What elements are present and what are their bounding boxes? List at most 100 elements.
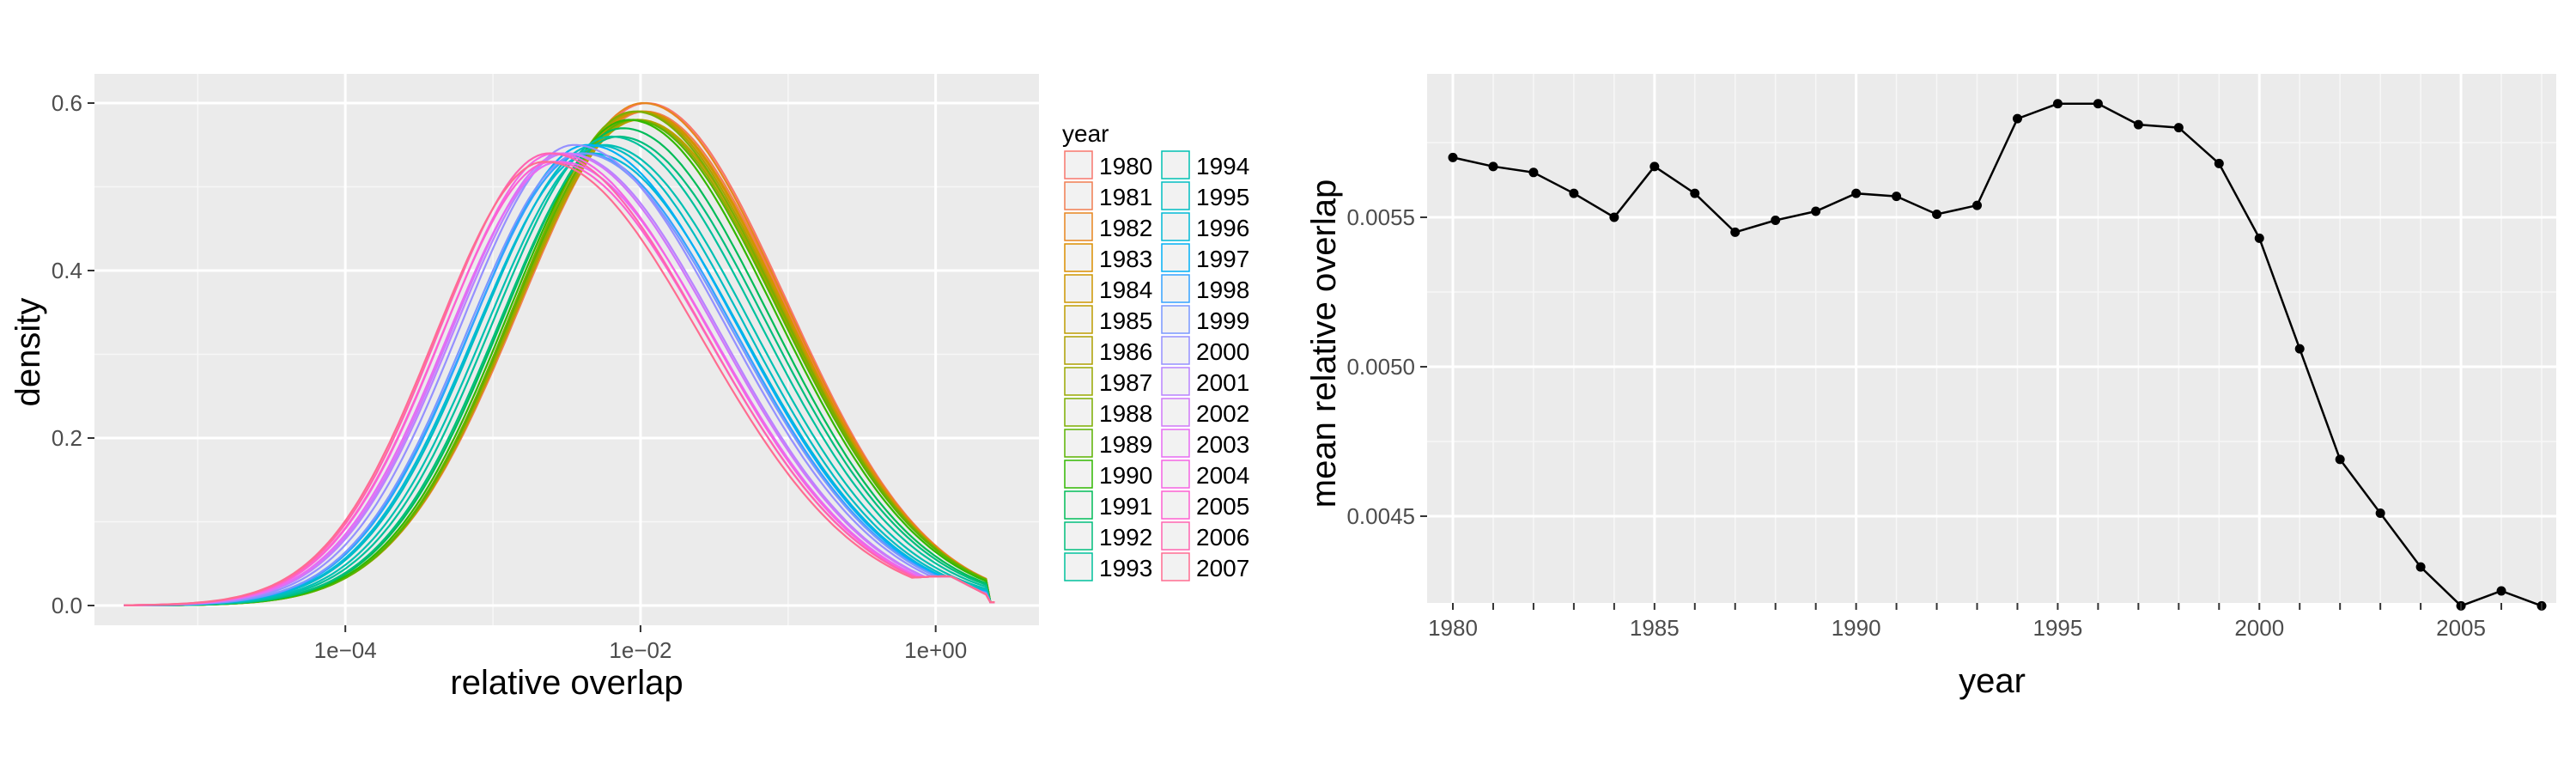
density-x-tick-label: 1e+00	[904, 637, 967, 663]
legend-key-2004	[1162, 460, 1189, 488]
legend-label-2004: 2004	[1196, 462, 1249, 489]
mean-point-1995	[2053, 99, 2063, 108]
legend-key-2007	[1162, 553, 1189, 581]
legend-label-1984: 1984	[1099, 277, 1152, 303]
legend-key-1986	[1065, 337, 1092, 364]
mean-point-1996	[2093, 99, 2103, 108]
legend-key-1992	[1065, 522, 1092, 550]
legend-label-1983: 1983	[1099, 246, 1152, 272]
mean-point-1999	[2215, 159, 2224, 168]
mean-point-1981	[1488, 161, 1498, 171]
mean-point-1997	[2134, 120, 2143, 130]
density-x-tick-label: 1e−02	[609, 637, 671, 663]
legend-key-1983	[1065, 244, 1092, 271]
legend-label-2000: 2000	[1196, 338, 1249, 365]
mean-point-1993	[1972, 201, 1982, 210]
mean-x-tick-label: 2005	[2436, 615, 2486, 641]
mean-point-2001	[2295, 344, 2305, 354]
mean-point-1987	[1730, 228, 1740, 237]
legend-key-1984	[1065, 275, 1092, 302]
mean-y-axis-title: mean relative overlap	[1305, 180, 1343, 508]
legend-key-1985	[1065, 306, 1092, 333]
mean-x-tick-label: 1995	[2033, 615, 2083, 641]
legend-label-1990: 1990	[1099, 462, 1152, 489]
legend-label-1989: 1989	[1099, 431, 1152, 458]
density-y-tick-label: 0.4	[52, 258, 82, 283]
mean-x-tick-label: 1980	[1428, 615, 1478, 641]
legend-label-1985: 1985	[1099, 307, 1152, 334]
legend-key-1989	[1065, 429, 1092, 457]
mean-point-2003	[2376, 508, 2385, 518]
mean-point-1991	[1892, 192, 1901, 201]
mean-point-1988	[1771, 216, 1780, 225]
legend-label-1980: 1980	[1099, 153, 1152, 180]
density-x-axis-title: relative overlap	[450, 664, 683, 702]
legend-key-1997	[1162, 244, 1189, 271]
legend-key-1995	[1162, 182, 1189, 210]
mean-point-1998	[2174, 123, 2184, 132]
legend-label-1997: 1997	[1196, 246, 1249, 272]
density-y-tick-label: 0.0	[52, 593, 82, 618]
mean-y-tick-label: 0.0055	[1346, 204, 1415, 230]
mean-point-2004	[2416, 563, 2426, 572]
legend-label-1987: 1987	[1099, 369, 1152, 396]
legend-title: year	[1062, 120, 1109, 147]
legend-key-1994	[1162, 151, 1189, 179]
mean-point-1982	[1528, 167, 1538, 177]
mean-point-1985	[1649, 161, 1659, 171]
mean-overlap-panel: 0.0045 0.0050 0.0055 1980 1985 1990 1995 2000 2…	[1305, 74, 2556, 700]
mean-point-1983	[1569, 189, 1578, 198]
legend-label-1999: 1999	[1196, 307, 1249, 334]
legend-key-1988	[1065, 399, 1092, 426]
legend-label-2005: 2005	[1196, 493, 1249, 520]
legend-label-1992: 1992	[1099, 524, 1152, 551]
mean-point-1994	[2013, 114, 2022, 124]
legend-key-2005	[1162, 491, 1189, 519]
legend-label-1988: 1988	[1099, 400, 1152, 427]
legend-label-1986: 1986	[1099, 338, 1152, 365]
legend-label-2006: 2006	[1196, 524, 1249, 551]
mean-point-1986	[1690, 189, 1699, 198]
legend-key-1987	[1065, 368, 1092, 395]
mean-point-1984	[1609, 213, 1619, 222]
legend-label-2003: 2003	[1196, 431, 1249, 458]
legend-label-1993: 1993	[1099, 555, 1152, 581]
legend-key-1982	[1065, 213, 1092, 240]
mean-x-tick-label: 2000	[2234, 615, 2284, 641]
legend-label-2001: 2001	[1196, 369, 1249, 396]
density-panel: 0.0 0.2 0.4 0.6 1e−04 1e−02 1e+00 relative ov…	[9, 74, 1039, 702]
mean-y-tick-label: 0.0045	[1346, 503, 1415, 529]
density-y-axis-title: density	[9, 298, 47, 407]
legend-key-1998	[1162, 275, 1189, 302]
mean-point-2002	[2336, 454, 2345, 464]
density-y-tick-label: 0.6	[52, 90, 82, 116]
legend-key-2006	[1162, 522, 1189, 550]
mean-x-tick-label: 1990	[1832, 615, 1881, 641]
legend-key-1996	[1162, 213, 1189, 240]
legend-label-1996: 1996	[1196, 215, 1249, 241]
legend-key-2000	[1162, 337, 1189, 364]
legend-key-1993	[1065, 553, 1092, 581]
mean-point-1989	[1811, 207, 1820, 216]
legend-label-1994: 1994	[1196, 153, 1249, 180]
legend-key-2002	[1162, 399, 1189, 426]
mean-point-1980	[1449, 153, 1458, 162]
legend-key-1990	[1065, 460, 1092, 488]
mean-point-2006	[2497, 587, 2506, 596]
legend: year 19801981198219831984198519861987198…	[1062, 120, 1249, 581]
mean-point-2000	[2255, 234, 2264, 243]
legend-key-1999	[1162, 306, 1189, 333]
mean-point-1992	[1932, 210, 1941, 219]
legend-key-1991	[1065, 491, 1092, 519]
density-x-tick-label: 1e−04	[314, 637, 377, 663]
density-y-tick-label: 0.2	[52, 425, 82, 451]
mean-x-tick-label: 1985	[1630, 615, 1680, 641]
legend-key-1981	[1065, 182, 1092, 210]
mean-y-tick-label: 0.0050	[1346, 354, 1415, 380]
mean-x-axis-title: year	[1959, 662, 2026, 700]
mean-point-1990	[1851, 189, 1861, 198]
legend-key-2003	[1162, 429, 1189, 457]
legend-key-1980	[1065, 151, 1092, 179]
legend-label-2002: 2002	[1196, 400, 1249, 427]
